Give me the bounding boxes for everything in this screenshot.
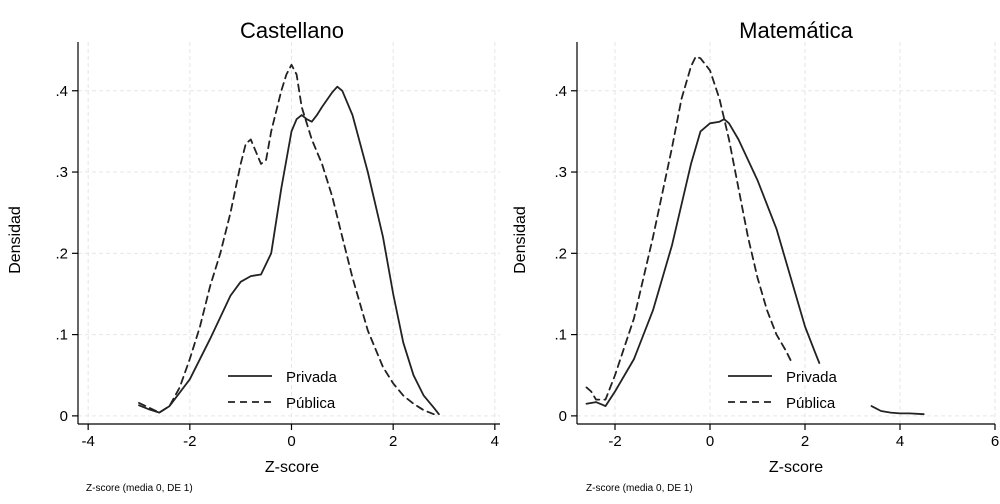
- axes: [72, 42, 500, 430]
- legend: Privada Pública: [228, 369, 338, 412]
- axis-note: Z-score (media 0, DE 1): [586, 483, 693, 494]
- x-axis-title: Z-score: [265, 459, 319, 476]
- y-tick-label: .3: [55, 164, 68, 181]
- series-lines: [585, 55, 925, 416]
- y-tick-label: .4: [554, 83, 567, 100]
- x-tick-label: -2: [183, 433, 196, 450]
- legend-label: Privada: [286, 369, 338, 386]
- x-tick-label: 2: [389, 433, 397, 450]
- legend-label: Privada: [786, 369, 838, 386]
- x-axis-title: Z-score: [769, 459, 823, 476]
- legend-label: Pública: [786, 395, 836, 412]
- series-lines: [138, 63, 440, 416]
- y-tick-label: .2: [554, 245, 567, 262]
- axis-note: Z-score (media 0, DE 1): [86, 483, 193, 494]
- x-tick-label: 2: [801, 433, 809, 450]
- y-tick-label: .4: [55, 83, 68, 100]
- series-line-p-blica: [138, 63, 435, 416]
- x-tick-label: 4: [491, 433, 499, 450]
- axes: [571, 42, 996, 430]
- chart-title: Castellano: [240, 18, 344, 43]
- x-tick-label: 0: [706, 433, 714, 450]
- tick-labels: -2 0 2 4 6 0 .1 .2 .3 .4: [554, 83, 999, 450]
- x-tick-label: 4: [896, 433, 904, 450]
- y-axis-title: Densidad: [7, 206, 24, 274]
- grid-lines: [78, 42, 500, 424]
- y-tick-label: .1: [55, 327, 68, 344]
- x-tick-label: -4: [81, 433, 94, 450]
- series-line-privada: [138, 85, 440, 416]
- y-tick-label: .2: [55, 245, 68, 262]
- chart-matematica: Matemática -2 0 2 4 6 0 .1 .2 .3 .4 Z-score Densi…: [512, 18, 999, 494]
- y-tick-label: .1: [554, 327, 567, 344]
- grid-lines: [577, 42, 996, 424]
- y-tick-label: 0: [60, 408, 68, 425]
- y-axis-title: Densidad: [512, 206, 529, 274]
- y-tick-label: .3: [554, 164, 567, 181]
- chart-title: Matemática: [739, 18, 853, 43]
- x-tick-label: 0: [287, 433, 295, 450]
- series-line-privada: [585, 118, 821, 408]
- x-tick-label: 6: [991, 433, 999, 450]
- x-tick-label: -2: [608, 433, 621, 450]
- series-line-tail: [870, 405, 925, 416]
- y-tick-label: 0: [559, 408, 567, 425]
- tick-labels: -4 -2 0 2 4 0 .1 .2 .3 .4: [55, 83, 499, 450]
- series-line-p-blica: [585, 55, 792, 401]
- legend: Privada Pública: [728, 369, 838, 412]
- chart-castellano: Castellano -4 -2 0 2 4 0 .1 .2 .3 .4 Z-score Dens…: [7, 18, 500, 494]
- legend-label: Pública: [286, 395, 336, 412]
